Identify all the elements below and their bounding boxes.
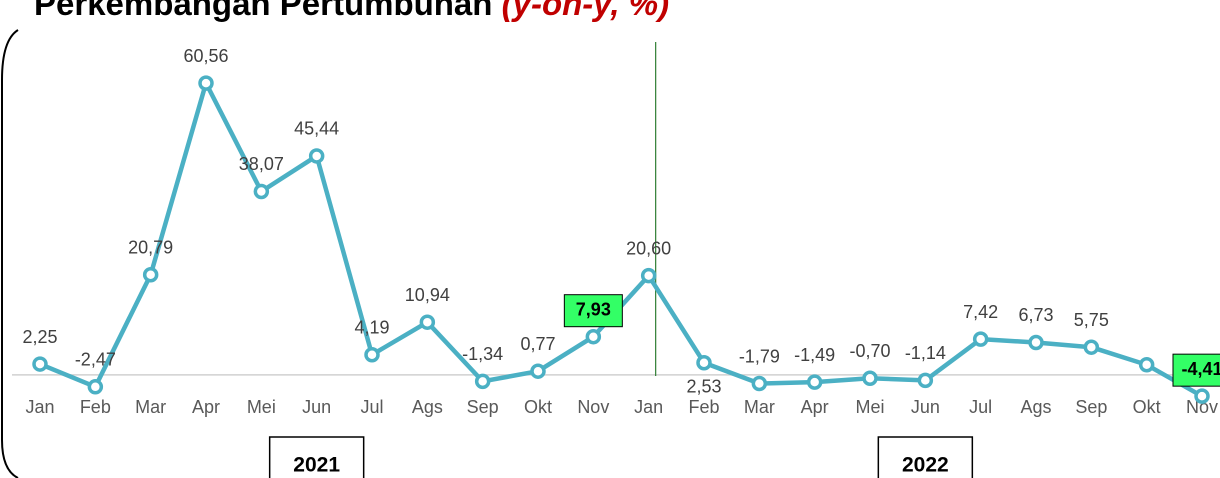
point (917, 372, 934, 389)
x-tick-label: Mei (855, 397, 884, 417)
value-label: 5,75 (1074, 310, 1109, 330)
x-tick-label: Apr (801, 397, 829, 417)
year-label: 2021 (293, 454, 340, 477)
point (751, 375, 768, 392)
frame (1, 29, 19, 478)
point (198, 75, 214, 91)
x-tick-label: Mei (247, 397, 276, 417)
point (972, 331, 989, 347)
point (806, 374, 823, 390)
x-tick-label: Ags (1020, 397, 1051, 417)
x-tick-label: Jul (360, 397, 383, 417)
value-label: 20,79 (128, 237, 173, 257)
value-label: 6,73 (1018, 305, 1053, 325)
value-label: 2,53 (686, 376, 721, 396)
value-label: -1,14 (905, 343, 946, 363)
highlight-box (1172, 353, 1220, 387)
x-tick-label: Mar (744, 397, 775, 417)
point (585, 328, 602, 345)
chart-title: Perkembangan Pertumbuhan (y-on-y, %) (34, 0, 669, 22)
x-tick-label: Apr (192, 397, 220, 417)
point (419, 314, 436, 330)
point (142, 266, 159, 283)
value-label: 4,19 (354, 317, 389, 337)
series-line (39, 80, 1204, 399)
x-tick-label: Ags (412, 397, 443, 417)
value-label: -1,79 (739, 346, 780, 366)
year-label: 2022 (902, 454, 949, 477)
point (474, 373, 491, 390)
value-label: -1,34 (462, 344, 503, 364)
value-label: -4,41 (1181, 359, 1220, 379)
point (530, 363, 546, 379)
value-label: -1,49 (794, 345, 835, 365)
x-tick-label: Jul (969, 397, 992, 417)
point (1194, 388, 1210, 404)
x-tick-label: Jun (302, 397, 331, 417)
year-box (268, 436, 365, 478)
point (862, 370, 878, 387)
value-label: 10,94 (405, 285, 450, 305)
x-tick-label: Feb (80, 397, 111, 417)
title-main: Perkembangan Pertumbuhan (34, 0, 492, 22)
value-label: 7,93 (576, 299, 611, 319)
value-label: -0,70 (849, 341, 890, 361)
point (308, 148, 325, 164)
point (1138, 357, 1155, 373)
point (364, 346, 380, 363)
x-tick-label: Mar (135, 397, 166, 417)
x-tick-label: Nov (1186, 397, 1218, 417)
x-tick-label: Okt (524, 397, 552, 417)
highlight-box (563, 294, 623, 328)
x-tick-label: Okt (1133, 397, 1161, 417)
title-unit: (y-on-y, %) (502, 0, 669, 22)
point (253, 183, 270, 200)
x-tick-label: Sep (467, 397, 499, 417)
x-tick-label: Jan (634, 397, 663, 417)
value-label: 45,44 (294, 119, 339, 139)
value-label: 20,60 (626, 238, 671, 258)
point (1083, 339, 1100, 355)
value-label: 60,56 (183, 46, 228, 66)
x-tick-label: Nov (577, 397, 609, 417)
x-tick-label: Feb (688, 397, 719, 417)
value-label: 7,42 (963, 302, 998, 322)
value-label: -2,47 (75, 350, 116, 370)
value-label: 0,77 (520, 334, 555, 354)
point (696, 354, 712, 371)
point (640, 267, 657, 284)
point (1028, 334, 1044, 351)
point (32, 356, 48, 372)
value-label: 38,07 (239, 154, 284, 174)
x-tick-label: Jan (25, 397, 54, 417)
x-tick-label: Jun (911, 397, 940, 417)
point (87, 379, 104, 395)
year-box (877, 436, 974, 478)
x-tick-label: Sep (1075, 397, 1107, 417)
value-label: 2,25 (22, 327, 57, 347)
